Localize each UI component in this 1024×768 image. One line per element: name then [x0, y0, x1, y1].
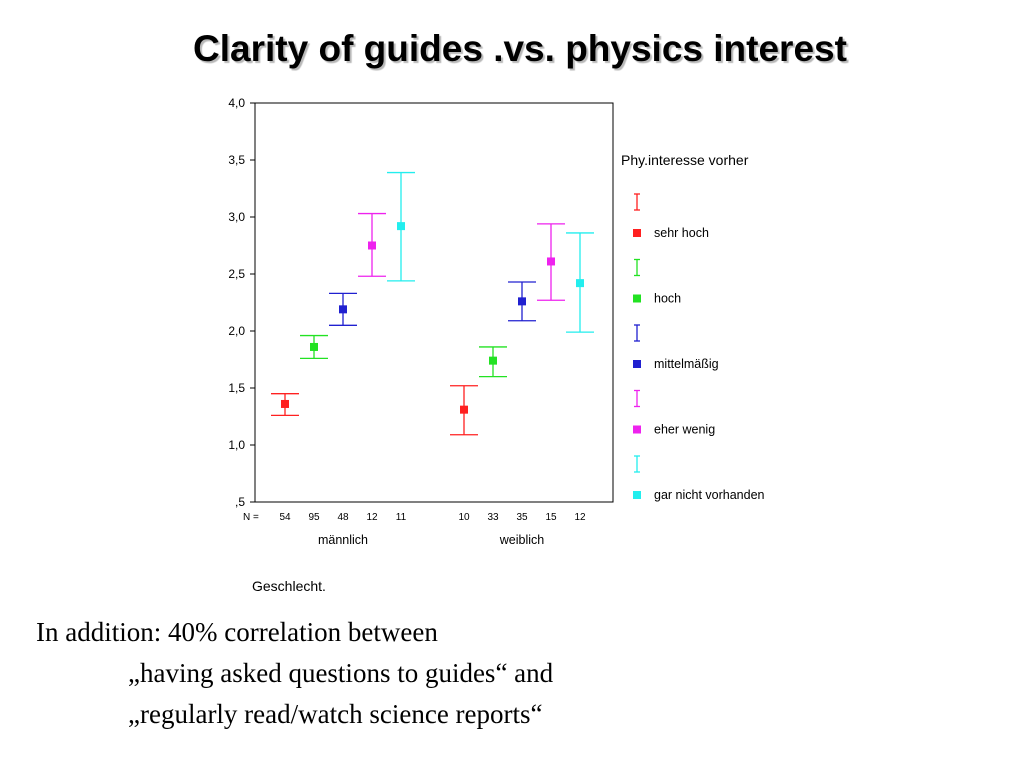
n-label: N =	[243, 512, 259, 523]
legend-item: hoch	[633, 258, 681, 306]
error-bars	[271, 171, 594, 436]
y-tick-label: 3,5	[228, 153, 245, 167]
n-count: 95	[308, 512, 320, 523]
mean-marker	[576, 279, 584, 288]
n-count: 48	[337, 512, 349, 523]
mean-marker	[397, 222, 405, 231]
n-count: 33	[487, 512, 499, 523]
y-tick-label: 3,0	[228, 210, 245, 224]
legend-marker	[633, 360, 641, 368]
mean-marker	[460, 405, 468, 414]
legend-marker	[633, 425, 641, 434]
legend-item: gar nicht vorhanden	[633, 455, 765, 502]
error-bar-group	[450, 385, 478, 436]
n-count: 12	[366, 512, 378, 523]
legend: sehr hoch hoch mittelmäßig eher wenig gar ni…	[633, 193, 765, 502]
slide-title: Clarity of guides .vs. physics interest	[193, 28, 847, 69]
mean-marker	[310, 342, 318, 351]
legend-title: Phy.interesse vorher	[621, 152, 749, 168]
error-bar-group	[537, 223, 565, 301]
y-tick-label: ,5	[235, 495, 245, 509]
legend-label: eher wenig	[654, 423, 715, 437]
n-count: 15	[545, 512, 557, 523]
legend-marker	[633, 491, 641, 499]
n-count: 11	[396, 512, 407, 523]
mean-marker	[368, 241, 376, 250]
legend-item: eher wenig	[633, 389, 715, 437]
legend-label: sehr hoch	[654, 226, 709, 240]
plot-frame	[254, 102, 614, 503]
error-bar-group	[358, 212, 386, 277]
mean-marker	[547, 257, 555, 266]
x-axis-title: Geschlecht.	[252, 578, 326, 594]
y-axis: ,5 1,0 1,5 2,0 2,5 3,0 3,5 4,0	[228, 96, 256, 509]
note-line-1: In addition: 40% correlation between	[36, 617, 438, 647]
error-bar-group	[329, 292, 357, 326]
n-count: 12	[574, 512, 586, 523]
y-tick-label: 1,5	[228, 381, 245, 395]
y-tick-label: 2,0	[228, 324, 245, 338]
mean-marker	[489, 356, 497, 365]
y-tick-label: 4,0	[228, 96, 245, 110]
error-bar-group	[479, 346, 507, 378]
category-label-weiblich: weiblich	[499, 533, 545, 547]
y-tick-label: 1,0	[228, 438, 245, 452]
error-bar-group	[508, 281, 536, 322]
y-tick-label: 2,5	[228, 267, 245, 281]
legend-marker	[633, 294, 641, 303]
legend-marker	[633, 229, 641, 237]
error-bar-group	[300, 334, 328, 360]
category-label-maennlich: männlich	[318, 533, 368, 547]
legend-label: hoch	[654, 292, 681, 306]
error-bar-group	[271, 393, 299, 417]
n-count: 35	[516, 512, 528, 523]
legend-item: mittelmäßig	[633, 324, 719, 371]
n-count: 10	[458, 512, 470, 523]
mean-marker	[518, 297, 526, 306]
note-line-2: „having asked questions to guides“ and	[128, 658, 554, 688]
mean-marker	[281, 399, 289, 408]
n-count: 54	[279, 512, 291, 523]
n-count-row: N = 54 10 95 33 48 35 12 15 11 12	[243, 512, 586, 523]
legend-item: sehr hoch	[633, 193, 709, 240]
mean-marker	[339, 305, 347, 314]
error-bar-group	[566, 232, 594, 333]
error-bar-group	[387, 171, 415, 282]
legend-label: mittelmäßig	[654, 357, 719, 371]
legend-label: gar nicht vorhanden	[654, 488, 765, 502]
note-line-3: „regularly read/watch science reports“	[128, 699, 543, 729]
